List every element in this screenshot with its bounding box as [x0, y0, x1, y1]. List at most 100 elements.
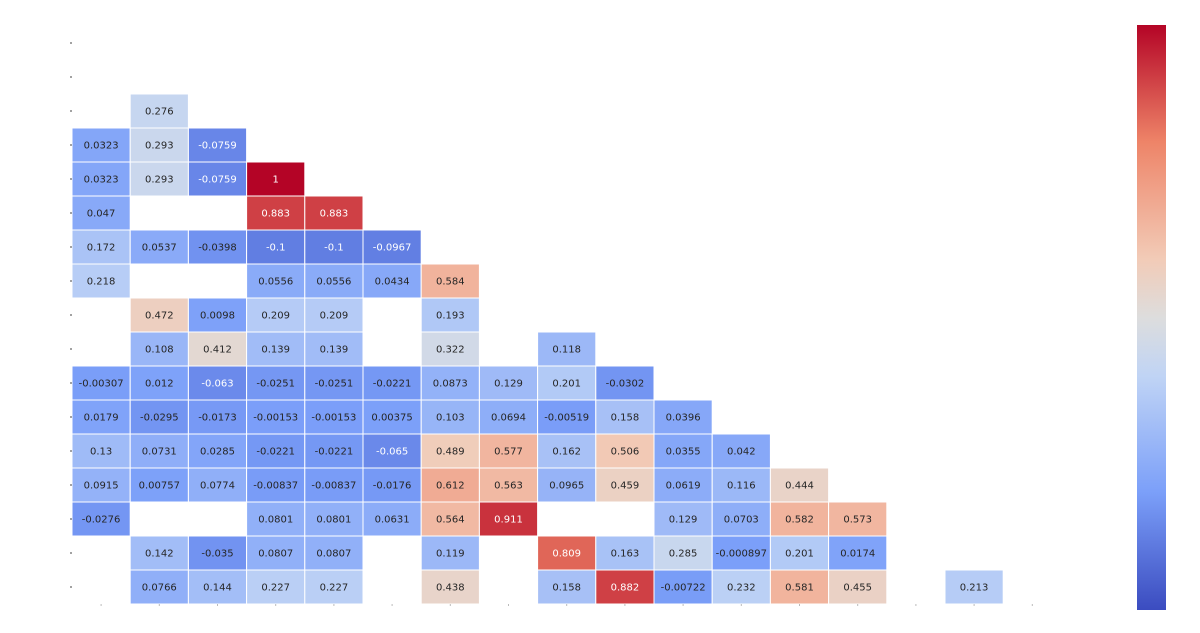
heatmap-cell: [537, 365, 597, 401]
heatmap-cell: [187, 127, 248, 163]
cell-value-label: 0.0807: [316, 549, 351, 560]
heatmap-cell: [129, 93, 189, 129]
cell-value-label: 0.0807: [258, 549, 293, 560]
cell-value-label: 0.13: [90, 447, 112, 458]
cell-value-label: -0.0173: [198, 413, 237, 424]
cell-value-label: 0.0434: [375, 277, 410, 288]
cell-value-label: 0.158: [552, 583, 581, 594]
column-tick-marks: [100, 604, 1033, 606]
heatmap-cell: [129, 229, 189, 265]
cell-value-label: 0.489: [436, 447, 465, 458]
heatmap-cell: [362, 263, 422, 299]
cell-value-label: 0.158: [611, 413, 640, 424]
cell-value-label: 0.0801: [258, 515, 293, 526]
heatmap-cell: [246, 399, 306, 435]
cell-value-label: -0.00837: [253, 481, 298, 492]
heatmap-cell: [478, 399, 539, 435]
cell-value-label: 0.577: [494, 447, 523, 458]
heatmap-cell: [129, 467, 189, 503]
cell-value-label: 0.412: [203, 345, 232, 356]
heatmap-cell: [129, 161, 189, 197]
cell-value-label: 0.809: [552, 549, 581, 560]
heatmap-cell: [653, 535, 713, 571]
heatmap-cell: [362, 467, 422, 503]
heatmap-cell: [187, 467, 248, 503]
cell-value-label: -0.0295: [140, 413, 179, 424]
heatmap-cell: [595, 365, 655, 401]
cell-value-label: 0.0098: [200, 311, 235, 322]
heatmap-cell: [420, 569, 480, 605]
cell-value-label: 0.042: [727, 447, 756, 458]
heatmap-cell: [246, 569, 306, 605]
cell-value-label: 0.0766: [142, 583, 177, 594]
cell-value-label: -0.00837: [311, 481, 356, 492]
cell-value-label: 0.047: [87, 209, 116, 220]
cell-value-label: -0.0176: [373, 481, 412, 492]
heatmap-cell: [187, 229, 248, 265]
cell-value-label: -0.0759: [198, 175, 237, 186]
cell-value-label: 0.0174: [840, 549, 875, 560]
heatmap-cell: [478, 467, 539, 503]
heatmap-cell: [129, 433, 189, 469]
heatmap-cell: [129, 399, 189, 435]
cell-value-label: 0.0631: [375, 515, 410, 526]
heatmap-cell: [304, 399, 364, 435]
heatmap-cell: [187, 399, 248, 435]
cell-value-label: 0.129: [494, 379, 523, 390]
heatmap-cell: [711, 433, 771, 469]
cell-value-label: 0.139: [261, 345, 290, 356]
cell-value-label: 0.103: [436, 413, 465, 424]
heatmap-cell: [246, 467, 306, 503]
cell-value-label: 0.163: [611, 549, 640, 560]
heatmap-cell: [187, 569, 248, 605]
heatmap-cell: [653, 467, 713, 503]
cell-value-label: -0.065: [376, 447, 408, 458]
cell-value-label: 0.209: [261, 311, 290, 322]
cell-value-label: 0.0179: [84, 413, 119, 424]
cell-value-label: 0.129: [669, 515, 698, 526]
heatmap-cell: [944, 569, 1004, 605]
colorbar: [1137, 25, 1166, 610]
heatmap-cell: [246, 195, 306, 231]
cell-value-label: 0.213: [960, 583, 989, 594]
cell-value-label: -0.1: [324, 243, 344, 254]
cell-value-label: 0.581: [785, 583, 814, 594]
cell-value-label: 0.0323: [84, 141, 119, 152]
cell-value-label: -0.00519: [544, 413, 589, 424]
heatmap-cell: [304, 263, 364, 299]
heatmap-cell: [653, 569, 713, 605]
heatmap-cell: [711, 501, 771, 537]
cell-value-label: 0.563: [494, 481, 523, 492]
cell-value-label: -0.063: [201, 379, 233, 390]
heatmap-cell: [420, 263, 480, 299]
cell-value-label: 0.139: [320, 345, 349, 356]
cell-value-label: 0.0703: [724, 515, 759, 526]
heatmap-cell: [246, 501, 306, 537]
cell-value-label: 0.882: [611, 583, 640, 594]
cell-value-label: 0.506: [611, 447, 640, 458]
heatmap-cell: [653, 399, 713, 435]
cell-value-label: 0.012: [145, 379, 174, 390]
cell-value-label: 0.162: [552, 447, 581, 458]
heatmap-cell: [595, 399, 655, 435]
row-tick-marks: [70, 42, 72, 588]
cell-value-label: -0.00153: [253, 413, 298, 424]
cell-value-label: 0.444: [785, 481, 814, 492]
heatmap-cell: [304, 569, 364, 605]
cell-value-label: -0.00307: [79, 379, 124, 390]
cell-value-label: 0.472: [145, 311, 174, 322]
heatmap-cell: [769, 535, 830, 571]
heatmap-cell: [129, 297, 189, 333]
heatmap-cell: [304, 229, 364, 265]
heatmap-cell: [537, 331, 597, 367]
heatmap-cell: [71, 127, 131, 163]
cell-value-label: 0.0355: [666, 447, 701, 458]
cell-value-label: 0.172: [87, 243, 116, 254]
cell-value-label: 0.00375: [371, 413, 412, 424]
heatmap-cell: [187, 365, 248, 401]
cell-value-label: 0.119: [436, 549, 465, 560]
cell-value-label: 0.0537: [142, 243, 177, 254]
heatmap-cell: [595, 467, 655, 503]
cell-value-label: 0.883: [320, 209, 349, 220]
